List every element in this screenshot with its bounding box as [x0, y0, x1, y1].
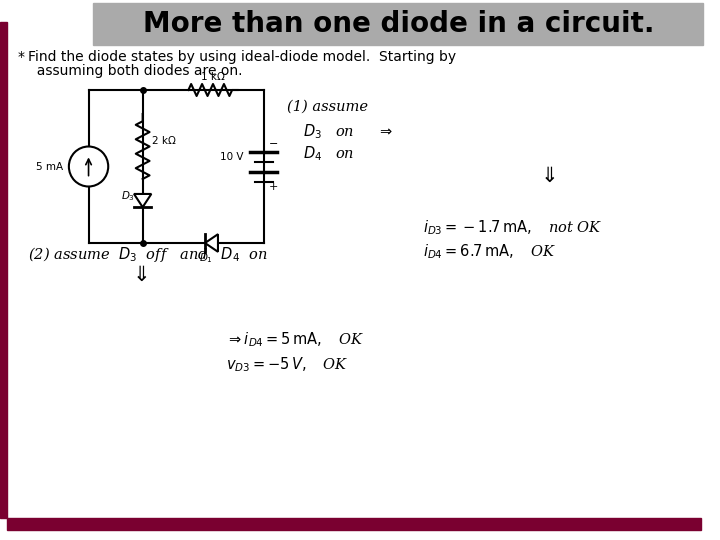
- Text: $\Downarrow$: $\Downarrow$: [536, 167, 556, 186]
- Text: $\Downarrow$: $\Downarrow$: [128, 266, 148, 285]
- Text: $v_{D3} = {-5}\,V,$   OK: $v_{D3} = {-5}\,V,$ OK: [226, 355, 348, 374]
- Text: (2) assume  $D_3$  off   and   $D_4$  on: (2) assume $D_3$ off and $D_4$ on: [27, 245, 267, 264]
- Bar: [94, 3, 703, 45]
- Text: +: +: [269, 181, 278, 192]
- Text: $D_1$: $D_1$: [199, 251, 213, 265]
- Text: 10 V: 10 V: [220, 152, 244, 161]
- Bar: [7, 518, 701, 530]
- Text: (1) assume: (1) assume: [287, 100, 369, 114]
- Text: $D_3$: $D_3$: [121, 189, 135, 203]
- Circle shape: [69, 146, 108, 186]
- Text: 2 kΩ: 2 kΩ: [153, 137, 176, 146]
- Polygon shape: [134, 194, 151, 207]
- Bar: [0, 22, 7, 518]
- Text: Find the diode states by using ideal-diode model.  Starting by: Find the diode states by using ideal-dio…: [27, 50, 456, 64]
- Text: $D_4$   on: $D_4$ on: [303, 144, 354, 163]
- Polygon shape: [205, 234, 218, 252]
- Text: More than one diode in a circuit.: More than one diode in a circuit.: [143, 10, 654, 38]
- Text: $\Rightarrow i_{D4} = 5\,\mathrm{mA},$   OK: $\Rightarrow i_{D4} = 5\,\mathrm{mA},$ O…: [226, 330, 364, 349]
- Text: $D_3$   on     $\Rightarrow$: $D_3$ on $\Rightarrow$: [303, 122, 393, 141]
- Text: 1 kΩ: 1 kΩ: [201, 72, 225, 82]
- Text: $i_{D4} = 6.7\,\mathrm{mA},$   OK: $i_{D4} = 6.7\,\mathrm{mA},$ OK: [423, 242, 556, 261]
- Text: *: *: [18, 50, 24, 64]
- Text: −: −: [269, 139, 278, 150]
- Text: assuming both diodes are on.: assuming both diodes are on.: [27, 64, 242, 78]
- Text: 5 mA: 5 mA: [36, 161, 63, 172]
- Text: $i_{D3} = -1.7\,\mathrm{mA},$   not OK: $i_{D3} = -1.7\,\mathrm{mA},$ not OK: [423, 218, 603, 237]
